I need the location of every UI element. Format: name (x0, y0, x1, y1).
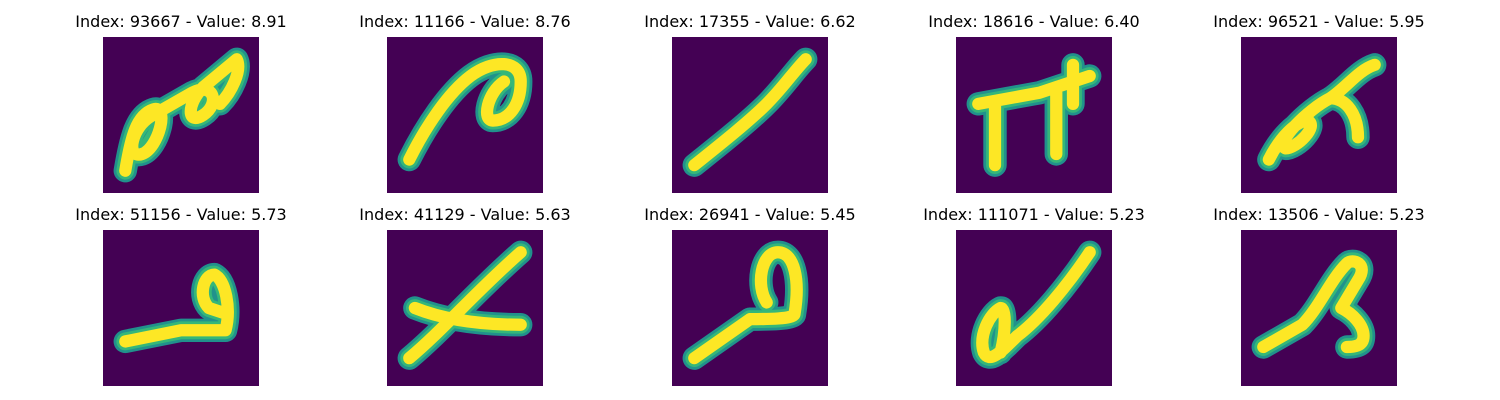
stroke-core (688, 246, 803, 365)
panel-title: Index: 96521 - Value: 5.95 (1213, 12, 1425, 31)
panel-title: Index: 111071 - Value: 5.23 (923, 205, 1145, 224)
panel-26941: Index: 26941 - Value: 5.45 (630, 205, 870, 386)
digit-image (956, 230, 1112, 386)
panel-51156: Index: 51156 - Value: 5.73 (61, 205, 301, 386)
stroke-core (119, 268, 234, 348)
panel-11166: Index: 11166 - Value: 8.76 (345, 12, 585, 193)
digit-image (387, 37, 543, 193)
stroke-core (688, 53, 812, 172)
panel-93667: Index: 93667 - Value: 8.91 (61, 12, 301, 193)
panel-18616: Index: 18616 - Value: 6.40 (914, 12, 1154, 193)
digit-image (387, 230, 543, 386)
stroke-core (119, 53, 245, 177)
digit-image (103, 37, 259, 193)
panel-title: Index: 13506 - Value: 5.23 (1213, 205, 1425, 224)
panel-title: Index: 18616 - Value: 6.40 (928, 12, 1140, 31)
panel-title: Index: 17355 - Value: 6.62 (644, 12, 856, 31)
stroke-core (972, 58, 1096, 172)
panel-title: Index: 41129 - Value: 5.63 (359, 205, 571, 224)
panel-title: Index: 26941 - Value: 5.45 (644, 205, 856, 224)
digit-image (672, 230, 828, 386)
panel-13506: Index: 13506 - Value: 5.23 (1199, 205, 1439, 386)
panel-title: Index: 51156 - Value: 5.73 (75, 205, 287, 224)
stroke-core (1257, 255, 1370, 354)
panel-title: Index: 11166 - Value: 8.76 (359, 12, 571, 31)
digit-image (956, 37, 1112, 193)
digit-image (1241, 230, 1397, 386)
digit-image (103, 230, 259, 386)
stroke-core (403, 57, 527, 166)
panel-111071: Index: 111071 - Value: 5.23 (914, 205, 1154, 386)
panel-title: Index: 93667 - Value: 8.91 (75, 12, 287, 31)
stroke-core (1262, 58, 1381, 166)
digit-image (1241, 37, 1397, 193)
panel-17355: Index: 17355 - Value: 6.62 (630, 12, 870, 193)
panel-96521: Index: 96521 - Value: 5.95 (1199, 12, 1439, 193)
stroke-core (976, 246, 1096, 364)
digit-image (672, 37, 828, 193)
panel-41129: Index: 41129 - Value: 5.63 (345, 205, 585, 386)
stroke-core (403, 246, 527, 365)
